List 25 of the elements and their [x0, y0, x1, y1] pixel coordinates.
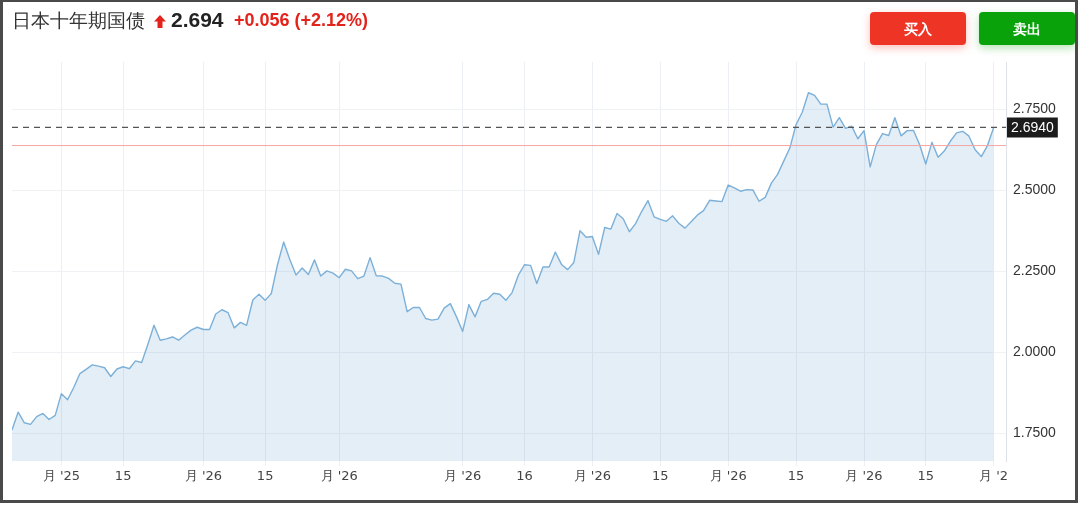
x-tick-label: 月 '26 [709, 468, 747, 484]
x-tick-label: 月 '25 [42, 468, 81, 484]
x-tick-label: 月 '2 [979, 468, 1009, 484]
y-tick-label: 1.7500 [1013, 424, 1057, 441]
x-tick-label: 月 '26 [573, 468, 611, 484]
x-tick-label: 月 '26 [184, 468, 223, 484]
sell-button: 卖出 [979, 12, 1075, 45]
y-tick-label: 2.2500 [1013, 262, 1057, 279]
buy-button: 买入 [870, 12, 966, 45]
x-tick-label: 月 '26 [845, 468, 883, 484]
x-tick-label: 15 [917, 468, 935, 484]
x-tick-label: 15 [787, 468, 805, 484]
x-tick-label: 16 [516, 468, 533, 484]
y-tick-label: 2.7500 [1013, 100, 1057, 117]
text: +0.056 (+2.12%) [234, 10, 369, 30]
y-tick-label: 2.0000 [1013, 343, 1057, 360]
x-tick-label: 月 '26 [320, 468, 358, 484]
x-tick-label: 15 [114, 468, 132, 484]
x-tick-label: 15 [651, 468, 669, 484]
chart-title: 日本十年期国债 [12, 9, 145, 31]
y-tick-label: 2.5000 [1013, 181, 1057, 198]
x-tick-label: 15 [256, 468, 274, 484]
x-tick-label: 月 '26 [444, 468, 482, 484]
ref-line-label: 2.6940 [1011, 119, 1055, 136]
text: 2.694 [171, 8, 224, 31]
